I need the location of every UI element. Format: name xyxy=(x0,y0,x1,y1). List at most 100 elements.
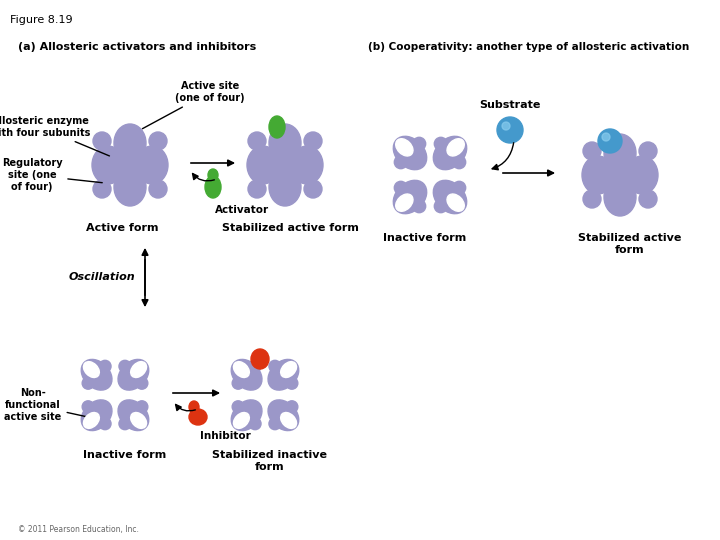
Ellipse shape xyxy=(434,200,447,213)
Ellipse shape xyxy=(118,360,149,390)
Ellipse shape xyxy=(304,132,322,150)
Ellipse shape xyxy=(247,146,279,184)
Text: Active site
(one of four): Active site (one of four) xyxy=(143,82,245,129)
Ellipse shape xyxy=(286,377,298,389)
Ellipse shape xyxy=(453,156,466,168)
Ellipse shape xyxy=(93,180,111,198)
Ellipse shape xyxy=(413,137,426,150)
Ellipse shape xyxy=(304,180,322,198)
Ellipse shape xyxy=(583,142,601,160)
Text: Figure 8.19: Figure 8.19 xyxy=(10,15,73,25)
Ellipse shape xyxy=(583,190,601,208)
Ellipse shape xyxy=(232,401,244,413)
Ellipse shape xyxy=(447,194,464,211)
Text: Inhibitor: Inhibitor xyxy=(200,431,251,441)
Text: Inactive form: Inactive form xyxy=(84,450,166,460)
Ellipse shape xyxy=(130,413,147,428)
Ellipse shape xyxy=(268,360,299,390)
Text: Non-
functional
active site: Non- functional active site xyxy=(4,388,94,422)
Ellipse shape xyxy=(639,190,657,208)
Ellipse shape xyxy=(84,362,99,377)
Ellipse shape xyxy=(269,116,285,138)
Ellipse shape xyxy=(582,156,614,194)
Text: Regulatory
site (one
of four): Regulatory site (one of four) xyxy=(1,158,102,192)
Ellipse shape xyxy=(249,360,261,372)
Ellipse shape xyxy=(251,349,269,369)
Ellipse shape xyxy=(270,150,300,180)
Ellipse shape xyxy=(291,146,323,184)
Ellipse shape xyxy=(82,377,94,389)
Ellipse shape xyxy=(136,401,148,413)
Ellipse shape xyxy=(114,168,146,206)
Ellipse shape xyxy=(149,180,167,198)
Circle shape xyxy=(497,117,523,143)
Ellipse shape xyxy=(604,178,636,216)
Circle shape xyxy=(602,133,610,141)
Ellipse shape xyxy=(249,418,261,430)
Ellipse shape xyxy=(626,156,658,194)
Ellipse shape xyxy=(114,124,146,162)
Ellipse shape xyxy=(81,360,112,390)
Ellipse shape xyxy=(269,360,281,372)
Ellipse shape xyxy=(93,132,111,150)
Text: Stabilized inactive
form: Stabilized inactive form xyxy=(212,450,328,471)
Ellipse shape xyxy=(92,146,124,184)
Ellipse shape xyxy=(136,377,148,389)
Ellipse shape xyxy=(269,168,301,206)
Ellipse shape xyxy=(447,139,464,156)
Circle shape xyxy=(502,122,510,130)
Ellipse shape xyxy=(393,180,427,214)
Circle shape xyxy=(598,129,622,153)
Ellipse shape xyxy=(281,362,297,377)
Ellipse shape xyxy=(286,401,298,413)
Ellipse shape xyxy=(396,194,413,211)
Ellipse shape xyxy=(395,156,408,168)
Ellipse shape xyxy=(189,401,199,413)
Text: Allosteric enzyme
with four subunits: Allosteric enzyme with four subunits xyxy=(0,116,109,156)
Ellipse shape xyxy=(393,136,427,170)
Ellipse shape xyxy=(605,160,635,190)
Ellipse shape xyxy=(248,180,266,198)
Ellipse shape xyxy=(189,409,207,425)
Ellipse shape xyxy=(604,134,636,172)
Ellipse shape xyxy=(99,360,111,372)
Ellipse shape xyxy=(433,180,467,214)
Ellipse shape xyxy=(434,137,447,150)
Ellipse shape xyxy=(119,360,131,372)
Ellipse shape xyxy=(205,176,221,198)
Text: © 2011 Pearson Education, Inc.: © 2011 Pearson Education, Inc. xyxy=(18,525,139,534)
Ellipse shape xyxy=(269,418,281,430)
Ellipse shape xyxy=(99,418,111,430)
Ellipse shape xyxy=(136,146,168,184)
Ellipse shape xyxy=(118,400,149,430)
Ellipse shape xyxy=(119,418,131,430)
Ellipse shape xyxy=(413,200,426,213)
Text: Active form: Active form xyxy=(86,223,158,233)
Ellipse shape xyxy=(433,136,467,170)
Ellipse shape xyxy=(268,400,299,430)
Ellipse shape xyxy=(84,413,99,428)
Ellipse shape xyxy=(281,413,297,428)
Text: (b) Cooperativity: another type of allosteric activation: (b) Cooperativity: another type of allos… xyxy=(368,42,689,52)
Text: Substrate: Substrate xyxy=(480,100,541,110)
Ellipse shape xyxy=(395,181,408,194)
Ellipse shape xyxy=(130,362,147,377)
Ellipse shape xyxy=(233,362,249,377)
Ellipse shape xyxy=(208,169,218,181)
Ellipse shape xyxy=(269,124,301,162)
Text: Inactive form: Inactive form xyxy=(383,233,467,243)
Ellipse shape xyxy=(453,181,466,194)
Text: Oscillation: Oscillation xyxy=(68,273,135,282)
Text: Stabilized active form: Stabilized active form xyxy=(222,223,359,233)
Ellipse shape xyxy=(115,150,145,180)
Ellipse shape xyxy=(248,132,266,150)
Text: (a) Allosteric activators and inhibitors: (a) Allosteric activators and inhibitors xyxy=(18,42,256,52)
Ellipse shape xyxy=(81,400,112,430)
Ellipse shape xyxy=(639,142,657,160)
Ellipse shape xyxy=(149,132,167,150)
Ellipse shape xyxy=(82,401,94,413)
Ellipse shape xyxy=(396,139,413,156)
Ellipse shape xyxy=(232,377,244,389)
Text: Stabilized active
form: Stabilized active form xyxy=(578,233,682,254)
Text: Activator: Activator xyxy=(215,205,269,215)
